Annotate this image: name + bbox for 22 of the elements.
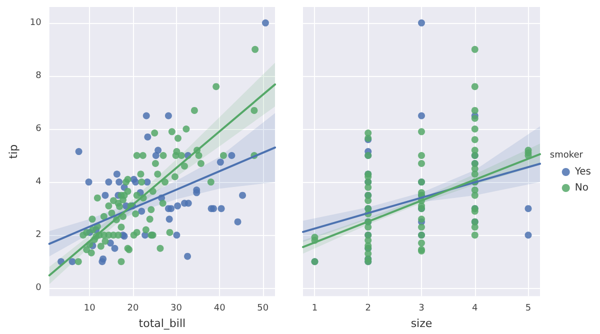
x-tick-label: 10 <box>84 304 96 314</box>
x-axis-title: total_bill <box>138 317 186 330</box>
y-tick-label: 2 <box>36 230 42 240</box>
legend-label: Yes <box>574 166 592 178</box>
y-tick-label: 6 <box>36 124 42 134</box>
x-tick-label: 4 <box>472 304 478 314</box>
x-tick-label: 30 <box>170 304 182 314</box>
x-axis-title: size <box>410 317 432 330</box>
y-tick-label: 10 <box>30 18 42 28</box>
x-tick-label: 40 <box>214 304 226 314</box>
x-tick-label: 3 <box>418 304 424 314</box>
x-tick-label: 5 <box>525 304 532 314</box>
y-axis-title: tip <box>7 144 20 159</box>
x-tick-label: 50 <box>257 304 269 314</box>
y-tick-label: 0 <box>36 283 42 294</box>
x-tick-label: 20 <box>127 304 139 314</box>
y-tick-label: 8 <box>36 70 42 81</box>
y-tick-label: 4 <box>36 177 42 188</box>
legend-label: No <box>574 182 588 194</box>
legend-title: smoker <box>550 150 584 160</box>
x-tick-label: 1 <box>312 304 318 314</box>
x-tick-label: 2 <box>365 304 371 314</box>
